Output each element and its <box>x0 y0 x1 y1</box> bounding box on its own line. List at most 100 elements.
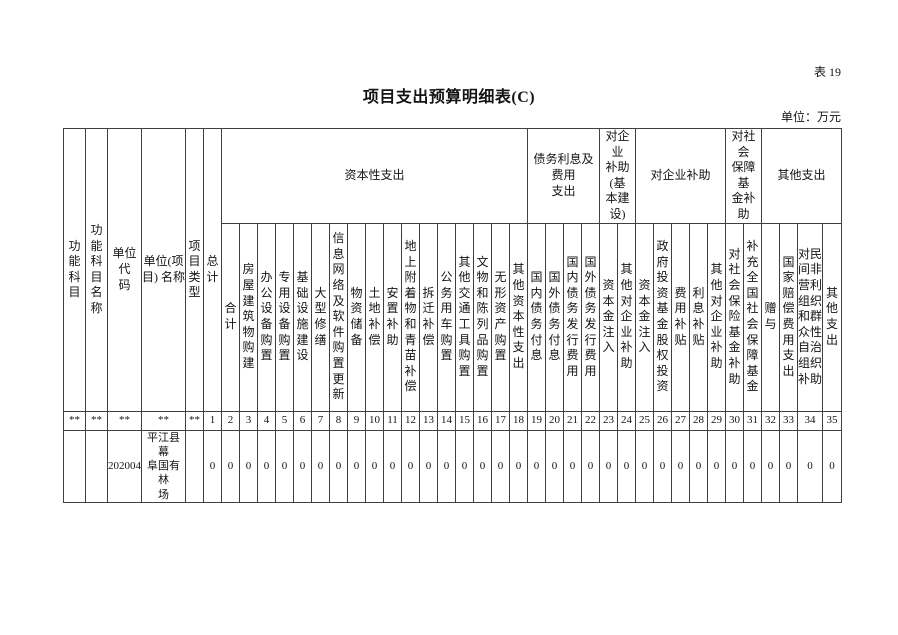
column-header-cell-11: 拆迁补偿 <box>419 222 438 412</box>
data-cell-30: 0 <box>653 429 672 504</box>
column-header-cell-28: 对社会保险基金补助 <box>725 222 744 412</box>
column-code-cell-15: 11 <box>383 410 402 431</box>
column-header-cell-10: 地上附着物和青苗补偿 <box>401 222 420 412</box>
column-header-cell-32: 对民间非营利组织和群众性自治组织补助 <box>797 222 823 412</box>
column-code-cell-25: 21 <box>563 410 582 431</box>
column-code-cell-14: 10 <box>365 410 384 431</box>
header-unit-code: 单位代 码 <box>107 128 142 412</box>
budget-detail-table: 功能科目 功能科目名称 单位代 码 单位(项 目) 名称 项目类型 总计 资本性… <box>63 128 842 504</box>
data-cell-2: 202004 <box>107 429 142 504</box>
data-cell-33: 0 <box>707 429 726 504</box>
data-cell-25: 0 <box>563 429 582 504</box>
data-cell-27: 0 <box>599 429 618 504</box>
column-header-cell-2: 办公设备购置 <box>257 222 276 412</box>
column-code-cell-26: 22 <box>581 410 600 431</box>
data-cell-15: 0 <box>383 429 402 504</box>
data-cell-4 <box>185 429 204 504</box>
data-cell-32: 0 <box>689 429 708 504</box>
column-code-cell-0: ** <box>63 410 86 431</box>
column-code-cell-5: 1 <box>203 410 222 431</box>
column-header-cell-23: 资本金注入 <box>635 222 654 412</box>
column-header-cell-1: 房屋建筑物购建 <box>239 222 258 412</box>
column-header-cell-30: 赠与 <box>761 222 780 412</box>
data-cell-20: 0 <box>473 429 492 504</box>
column-code-cell-6: 2 <box>221 410 240 431</box>
column-code-cell-9: 5 <box>275 410 294 431</box>
column-code-cell-20: 16 <box>473 410 492 431</box>
group-capital-expenditure: 资本性支出 <box>221 128 528 224</box>
data-cell-12: 0 <box>329 429 348 504</box>
data-cell-17: 0 <box>419 429 438 504</box>
column-number-row: ** ** ** ** ** 1 2 3 4 5 6 7 8 9 10 11 12 13 14 15 16 17 18 19 2… <box>63 410 842 431</box>
group-enterprise-subsidy-capital-construction: 对企业 补助(基 本建设) <box>599 128 636 224</box>
data-cell-10: 0 <box>293 429 312 504</box>
column-header-cell-3: 专用设备购置 <box>275 222 294 412</box>
column-code-cell-29: 25 <box>635 410 654 431</box>
column-code-cell-39: 35 <box>822 410 842 431</box>
column-code-cell-10: 6 <box>293 410 312 431</box>
data-cell-16: 0 <box>401 429 420 504</box>
column-header-cell-20: 国外债务发行费用 <box>581 222 600 412</box>
column-code-cell-3: ** <box>141 410 186 431</box>
column-header-cell-9: 安置补助 <box>383 222 402 412</box>
column-header-cell-31: 国家赔偿费用支出 <box>779 222 798 412</box>
data-cell-14: 0 <box>365 429 384 504</box>
column-code-cell-4: ** <box>185 410 204 431</box>
column-code-cell-24: 20 <box>545 410 564 431</box>
group-social-security-fund-subsidy: 对社会 保障基 金补助 <box>725 128 762 224</box>
column-code-cell-31: 27 <box>671 410 690 431</box>
column-header-cell-7: 物资储备 <box>347 222 366 412</box>
data-cell-6: 0 <box>221 429 240 504</box>
column-code-cell-2: ** <box>107 410 142 431</box>
column-code-cell-8: 4 <box>257 410 276 431</box>
column-code-cell-30: 26 <box>653 410 672 431</box>
column-header-cell-6: 信息网络及软件购置更新 <box>329 222 348 412</box>
data-cell-22: 0 <box>509 429 528 504</box>
data-cell-29: 0 <box>635 429 654 504</box>
column-header-cell-24: 政府投资基金股权投资 <box>653 222 672 412</box>
column-header-cell-27: 其他对企业补助 <box>707 222 726 412</box>
data-cell-0 <box>63 429 86 504</box>
column-header-cell-13: 其他交通工具购置 <box>455 222 474 412</box>
header-group-row: 功能科目 功能科目名称 单位代 码 单位(项 目) 名称 项目类型 总计 资本性… <box>63 128 842 412</box>
data-cell-1 <box>85 429 108 504</box>
column-header-cell-33: 其他支出 <box>822 222 842 412</box>
column-code-cell-27: 23 <box>599 410 618 431</box>
column-header-cell-29: 补充全国社会保障基金 <box>743 222 762 412</box>
data-cell-36: 0 <box>761 429 780 504</box>
column-code-cell-36: 32 <box>761 410 780 431</box>
data-cell-28: 0 <box>617 429 636 504</box>
column-code-cell-34: 30 <box>725 410 744 431</box>
column-header-cell-21: 资本金注入 <box>599 222 618 412</box>
data-cell-24: 0 <box>545 429 564 504</box>
column-code-cell-22: 18 <box>509 410 528 431</box>
data-cell-21: 0 <box>491 429 510 504</box>
data-cell-38: 0 <box>797 429 823 504</box>
data-cell-18: 0 <box>437 429 456 504</box>
column-code-cell-37: 33 <box>779 410 798 431</box>
data-cell-7: 0 <box>239 429 258 504</box>
column-code-cell-11: 7 <box>311 410 330 431</box>
table-number-tag: 表 19 <box>813 65 841 79</box>
header-grand-total: 总计 <box>203 128 222 412</box>
column-code-cell-16: 12 <box>401 410 420 431</box>
data-cell-19: 0 <box>455 429 474 504</box>
column-header-cell-18: 国外债务付息 <box>545 222 564 412</box>
column-code-cell-21: 17 <box>491 410 510 431</box>
column-header-cell-12: 公务用车购置 <box>437 222 456 412</box>
data-cell-8: 0 <box>257 429 276 504</box>
column-code-cell-33: 29 <box>707 410 726 431</box>
column-code-cell-32: 28 <box>689 410 708 431</box>
column-code-cell-13: 9 <box>347 410 366 431</box>
data-cell-35: 0 <box>743 429 762 504</box>
column-header-cell-14: 文物和陈列品购置 <box>473 222 492 412</box>
column-header-cell-17: 国内债务付息 <box>527 222 546 412</box>
data-cell-37: 0 <box>779 429 798 504</box>
column-code-cell-17: 13 <box>419 410 438 431</box>
column-header-cell-25: 费用补贴 <box>671 222 690 412</box>
column-header-cell-8: 土地补偿 <box>365 222 384 412</box>
column-code-cell-18: 14 <box>437 410 456 431</box>
data-cell-23: 0 <box>527 429 546 504</box>
header-column-row: 合计 房屋建筑物购建 办公设备购置 专用设备购置 基础设施建设 大型修缮 信息网络及软件购置… <box>64 222 842 412</box>
